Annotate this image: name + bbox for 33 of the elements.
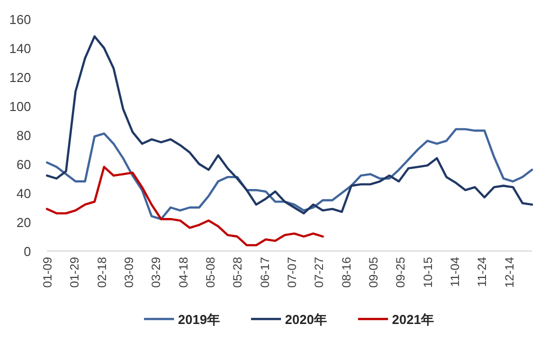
- x-tick-label: 01-09: [40, 256, 54, 288]
- y-tick-label: 120: [9, 70, 31, 85]
- x-tick-label: 05-28: [230, 256, 245, 288]
- y-tick-label: 60: [16, 157, 31, 172]
- line-series: [46, 128, 534, 220]
- y-tick-label: 0: [24, 244, 31, 259]
- x-tick-label: 12-14: [502, 256, 516, 288]
- line-series: [46, 166, 324, 246]
- x-tick-label: 02-18: [94, 256, 109, 288]
- y-tick-label: 40: [16, 186, 31, 201]
- x-tick-label: 08-16: [339, 256, 354, 288]
- line-series: [46, 35, 534, 214]
- x-tick-label: 01-29: [68, 256, 82, 288]
- x-tick-label: 03-29: [149, 256, 164, 288]
- x-tick-label: 09-05: [366, 256, 381, 288]
- x-tick-label: 05-08: [204, 256, 218, 288]
- y-tick-label: 160: [9, 12, 31, 27]
- x-tick-label: 11-04: [448, 256, 462, 287]
- y-tick-label: 140: [9, 41, 31, 56]
- legend-label: 2021年: [392, 312, 434, 327]
- legend-label: 2019年: [178, 312, 220, 327]
- y-tick-label: 80: [16, 128, 31, 143]
- y-tick-label: 20: [16, 215, 31, 230]
- y-tick-label: 100: [9, 99, 31, 114]
- x-tick-label: 07-07: [285, 256, 300, 288]
- legend-label: 2020年: [285, 312, 327, 327]
- x-tick-label: 09-25: [394, 256, 408, 288]
- x-tick-label: 10-15: [420, 256, 435, 288]
- x-tick-label: 11-24: [475, 256, 490, 287]
- x-tick-label: 04-18: [176, 256, 190, 288]
- x-tick-label: 06-17: [258, 256, 272, 288]
- x-tick-label: 03-09: [122, 256, 136, 288]
- x-tick-label: 07-27: [312, 256, 326, 288]
